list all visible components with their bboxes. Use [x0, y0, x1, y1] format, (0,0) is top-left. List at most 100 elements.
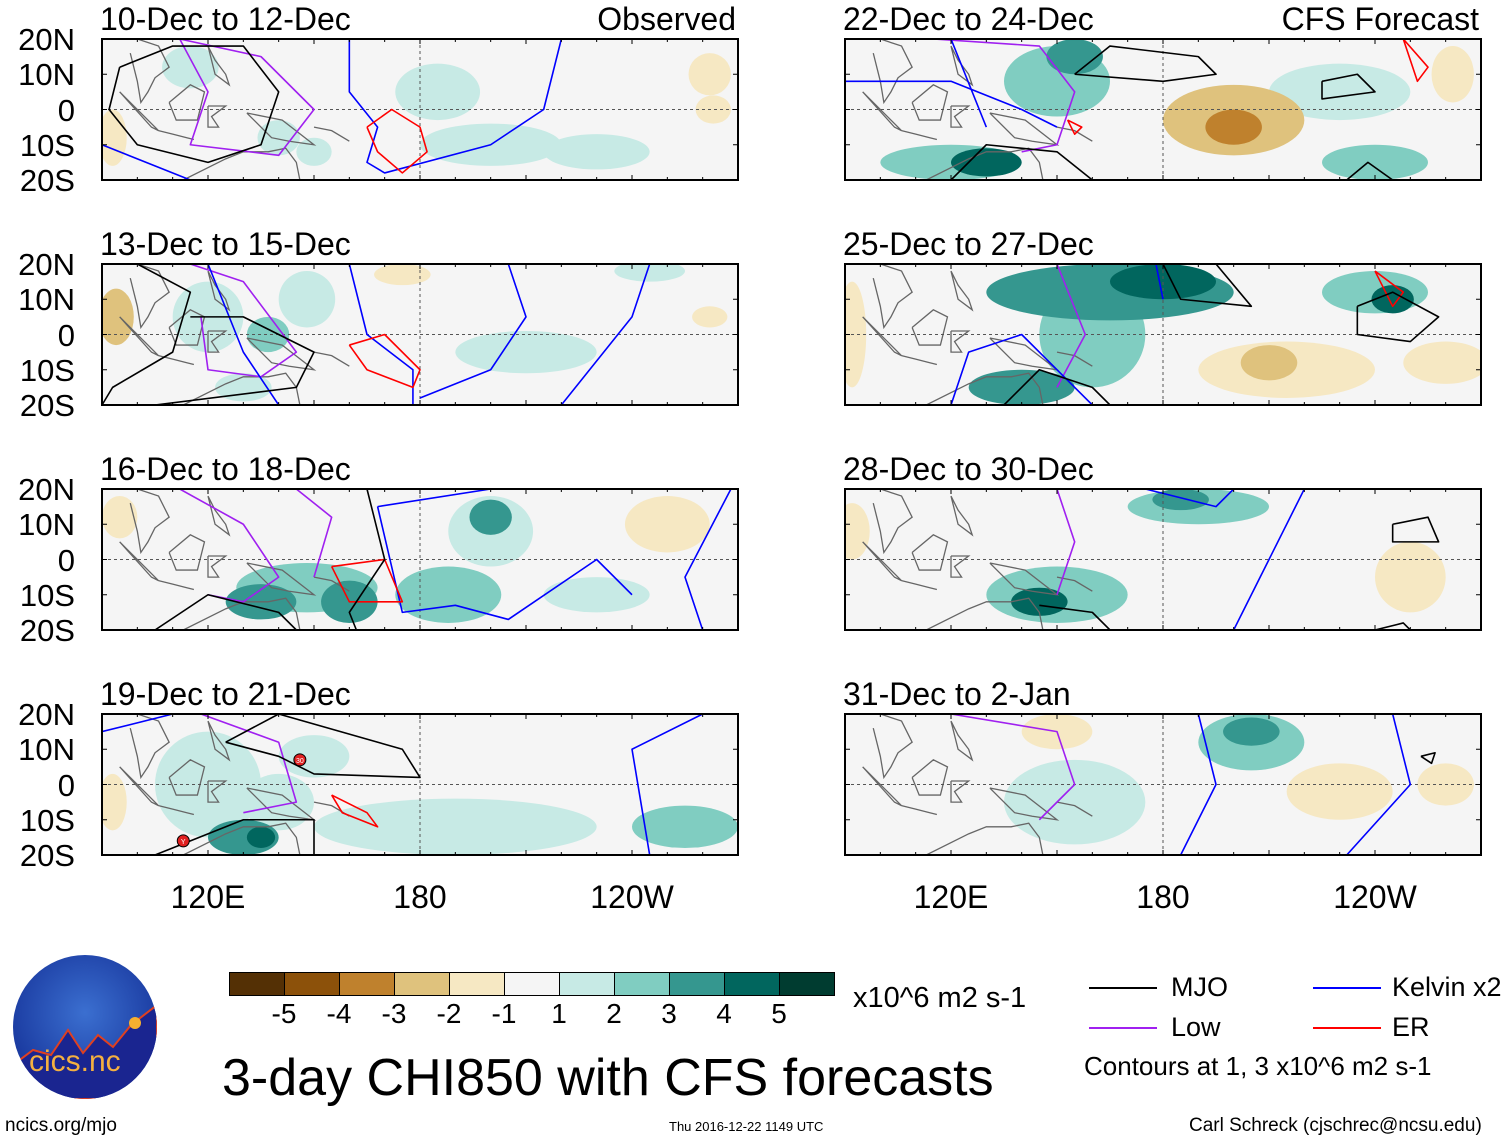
panel-title: 19-Dec to 21-Dec	[100, 676, 351, 712]
kelvin-contour	[1179, 714, 1217, 855]
anomaly-shading	[215, 373, 272, 402]
anomaly-shading	[1286, 763, 1393, 820]
coastline	[872, 264, 913, 330]
coastline	[207, 780, 228, 803]
panel-title: 16-Dec to 18-Dec	[100, 451, 351, 487]
coastline	[168, 84, 206, 121]
lat-tick-label: 10N	[18, 732, 75, 768]
map-panel	[844, 38, 1482, 181]
low-contour	[950, 714, 1076, 821]
mjo-contour	[154, 818, 315, 855]
contour-note: Contours at 1, 3 x10^6 m2 s-1	[1084, 1051, 1432, 1081]
anomaly-shading	[1240, 345, 1298, 381]
anomaly-shading	[257, 120, 300, 156]
anomaly-shading	[1322, 144, 1428, 180]
coastline	[950, 330, 971, 353]
colorbar-swatch	[670, 973, 725, 995]
mjo-contour	[1346, 161, 1394, 180]
coastline	[158, 805, 195, 816]
er-contour	[348, 333, 421, 389]
colorbar-swatch	[285, 973, 340, 995]
colorbar-swatch	[560, 973, 615, 995]
coastline	[950, 780, 971, 803]
map-panel	[844, 713, 1482, 856]
coastline	[872, 489, 913, 555]
anomaly-shading	[632, 805, 738, 848]
coastline	[925, 597, 1044, 630]
mjo-contour	[154, 316, 315, 405]
coastline	[119, 541, 159, 582]
colorbar-swatch	[505, 973, 560, 995]
lat-tick-label: 20N	[18, 22, 75, 57]
colorbar-tick-label: 4	[716, 998, 732, 1029]
coastline	[119, 766, 159, 807]
kelvin-contour	[419, 264, 527, 399]
anomaly-shading	[845, 503, 870, 560]
low-contour	[951, 489, 1076, 596]
anomaly-shading	[469, 499, 512, 535]
coastline	[158, 130, 195, 141]
panel-tag: Observed	[597, 1, 736, 37]
er-contour	[366, 108, 428, 174]
anomaly-shading	[455, 330, 597, 374]
coastline	[872, 714, 913, 780]
anomaly-shading	[1046, 39, 1103, 75]
mjo-contour	[1162, 264, 1253, 308]
mjo-contour	[102, 264, 192, 405]
anomaly-shading	[695, 95, 731, 124]
lat-tick-label: 20N	[18, 472, 75, 507]
legend-low-line	[1089, 1027, 1157, 1029]
coastline	[911, 534, 949, 571]
anomaly-shading	[845, 281, 867, 388]
anomaly-shading	[102, 773, 127, 831]
coastline	[119, 91, 159, 132]
coastline	[119, 316, 159, 357]
lon-tick-label: 180	[393, 879, 447, 915]
lat-tick-label: 10S	[19, 127, 75, 163]
colorbar-swatch	[230, 973, 285, 995]
lon-tick-label: 120E	[170, 879, 246, 915]
lat-tick-label: 20S	[19, 388, 75, 423]
coastline	[158, 355, 195, 366]
anomaly-shading	[278, 271, 336, 328]
mjo-contour	[154, 593, 297, 630]
lon-tick-label: 120W	[1333, 879, 1417, 915]
colorbar-tick-label: -1	[491, 998, 517, 1029]
panel-title: 31-Dec to 2-Jan	[843, 676, 1071, 712]
anomaly-shading	[278, 735, 350, 778]
coastline	[989, 337, 1060, 371]
colorbar-units: x10^6 m2 s-1	[853, 982, 1027, 1014]
coastline	[901, 130, 938, 141]
coastline	[862, 541, 902, 582]
coastline	[182, 822, 301, 855]
colorbar-swatch	[780, 973, 834, 995]
map-panel	[844, 263, 1482, 406]
kelvin-contour	[560, 264, 651, 405]
anomaly-shading	[314, 798, 597, 855]
kelvin-contour	[1232, 489, 1306, 630]
coastline	[950, 495, 974, 537]
anomaly-shading	[102, 496, 138, 539]
er-contour	[330, 794, 379, 828]
anomaly-shading	[162, 46, 219, 89]
coastline	[950, 45, 974, 87]
coastline	[911, 759, 949, 796]
colorbar	[229, 972, 835, 996]
legend-kelvin-label: Kelvin x2	[1392, 972, 1502, 1002]
colorbar-swatch	[340, 973, 395, 995]
colorbar-tick-label: -3	[381, 998, 407, 1029]
lat-tick-label: 10N	[18, 282, 75, 318]
kelvin-contour	[631, 714, 704, 855]
url-link[interactable]: ncics.org/mjo	[5, 1115, 117, 1136]
kelvin-contour	[348, 39, 563, 174]
kelvin-contour	[1346, 714, 1412, 855]
coastline	[950, 720, 974, 762]
panel-title: 22-Dec to 24-Dec	[843, 1, 1094, 37]
colorbar-tick-label: -5	[271, 998, 297, 1029]
low-contour	[933, 39, 1076, 153]
lat-tick-label: 20N	[18, 247, 75, 282]
cics-logo[interactable]: cics.nc	[13, 955, 157, 1099]
coastline	[246, 562, 317, 596]
coastline	[901, 580, 938, 591]
